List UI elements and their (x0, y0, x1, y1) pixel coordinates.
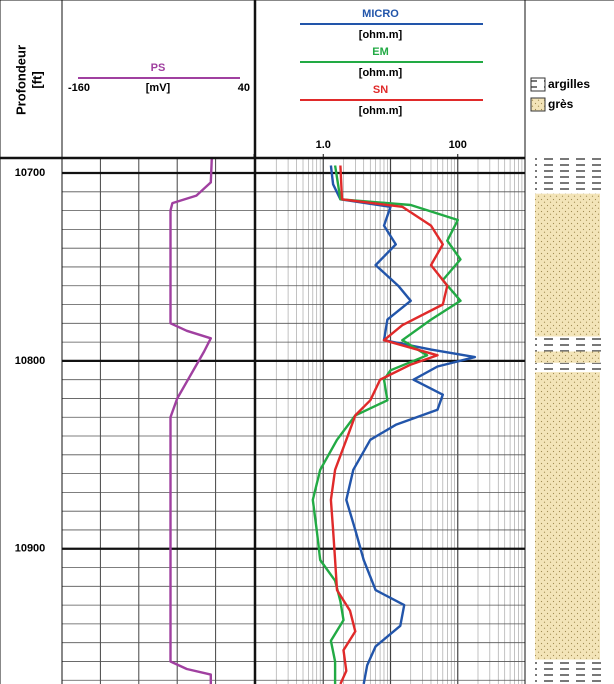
legend-label: grès (548, 97, 574, 111)
y-tick-label: 10800 (15, 355, 46, 367)
legend-label: SN (373, 84, 388, 96)
unit-label: [ohm.m] (359, 29, 403, 41)
legend-label: MICRO (362, 8, 399, 20)
lithology-interval (535, 194, 600, 337)
x-tick-label: -160 (68, 82, 90, 94)
x-tick-label: 100 (449, 139, 467, 151)
y-axis-label: [ft] (29, 71, 44, 88)
legend-swatch (531, 78, 545, 91)
x-tick-label: 40 (238, 82, 250, 94)
lithology-interval (535, 158, 604, 194)
unit-label: [ohm.m] (359, 105, 403, 117)
lithology-interval (535, 660, 604, 684)
unit-label: [mV] (146, 82, 171, 94)
lithology-interval (535, 372, 600, 659)
y-tick-label: 10900 (15, 543, 46, 555)
y-axis-label: Profondeur (13, 45, 28, 115)
legend-label: PS (151, 62, 166, 74)
log-curve (313, 166, 461, 684)
legend-swatch (531, 98, 545, 111)
x-tick-label: 1.0 (316, 139, 331, 151)
well-log: Profondeur [ft] 10700 10800 10900 -160 40 PS [… (0, 0, 614, 684)
lithology-interval (535, 351, 600, 362)
lithology-interval (535, 363, 604, 372)
legend-label: EM (372, 46, 389, 58)
y-tick-label: 10700 (15, 167, 46, 179)
legend-label: argilles (548, 77, 590, 91)
unit-label: [ohm.m] (359, 67, 403, 79)
lithology-interval (535, 336, 604, 351)
